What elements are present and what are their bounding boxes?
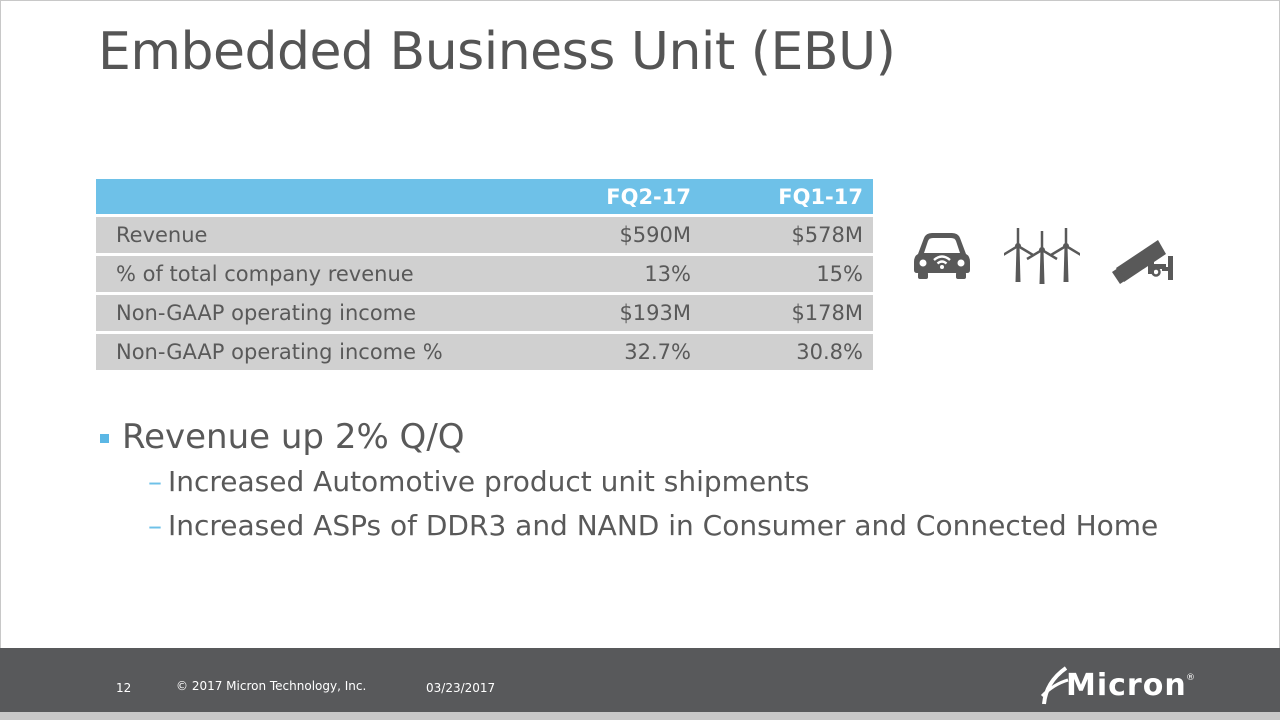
cell-value: 30.8% — [701, 334, 873, 370]
cell-value: 13% — [596, 256, 701, 292]
slide-title: Embedded Business Unit (EBU) — [98, 22, 896, 82]
security-camera-icon — [1112, 240, 1173, 284]
bullet-list: Revenue up 2% Q/Q – Increased Automotive … — [100, 417, 1158, 545]
table-row: Non-GAAP operating income $193M $178M — [96, 295, 873, 331]
bullet-item: Revenue up 2% Q/Q — [100, 417, 1158, 457]
footer-bar — [0, 648, 1280, 720]
connected-car-icon — [914, 233, 970, 279]
dash-icon: – — [148, 509, 162, 542]
table-header-blank — [96, 179, 596, 214]
bullet-text: Revenue up 2% Q/Q — [122, 417, 465, 457]
sub-bullet-text: Increased Automotive product unit shipme… — [168, 465, 810, 498]
wind-turbines-icon — [1004, 228, 1080, 284]
footer-date: 03/23/2017 — [426, 681, 496, 695]
table-header-row: FQ2-17 FQ1-17 — [96, 179, 873, 214]
dash-icon: – — [148, 465, 162, 498]
financial-table: FQ2-17 FQ1-17 Revenue $590M $578M % of t… — [96, 176, 873, 373]
row-label: Non-GAAP operating income — [96, 295, 596, 331]
cell-value: 32.7% — [596, 334, 701, 370]
logo-text: Micron — [1066, 668, 1187, 703]
cell-value: $178M — [701, 295, 873, 331]
table-row: % of total company revenue 13% 15% — [96, 256, 873, 292]
copyright-text: © 2017 Micron Technology, Inc. — [176, 679, 367, 693]
row-label: Non-GAAP operating income % — [96, 334, 596, 370]
table-row: Revenue $590M $578M — [96, 217, 873, 253]
row-label: % of total company revenue — [96, 256, 596, 292]
micron-swoosh-icon — [1040, 666, 1069, 705]
cell-value: $590M — [596, 217, 701, 253]
bullet-square-icon — [100, 434, 109, 443]
micron-logo: Micron ® — [1040, 662, 1195, 712]
registered-mark: ® — [1186, 673, 1195, 683]
table-header-fq2-17: FQ2-17 — [596, 179, 701, 214]
sub-bullet-text: Increased ASPs of DDR3 and NAND in Consu… — [168, 509, 1159, 542]
row-label: Revenue — [96, 217, 596, 253]
sub-bullet-item: – Increased Automotive product unit shipm… — [148, 463, 1158, 501]
table-row: Non-GAAP operating income % 32.7% 30.8% — [96, 334, 873, 370]
cell-value: 15% — [701, 256, 873, 292]
table-header-fq1-17: FQ1-17 — [701, 179, 873, 214]
page-number: 12 — [116, 681, 132, 695]
footer-strip — [0, 712, 1280, 720]
cell-value: $193M — [596, 295, 701, 331]
cell-value: $578M — [701, 217, 873, 253]
sub-bullet-item: – Increased ASPs of DDR3 and NAND in Cons… — [148, 507, 1158, 545]
